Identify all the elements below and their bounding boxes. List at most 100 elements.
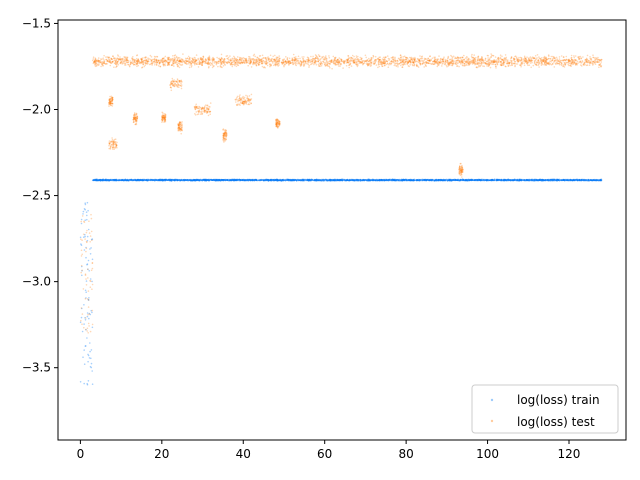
data-point — [91, 280, 93, 283]
data-point — [88, 312, 91, 315]
data-point — [169, 179, 171, 181]
data-point — [489, 179, 492, 181]
data-point — [131, 179, 134, 181]
data-point — [156, 179, 158, 181]
data-point — [469, 179, 472, 181]
data-point — [349, 179, 351, 182]
data-point — [189, 179, 192, 182]
data-point — [416, 179, 418, 182]
data-point — [229, 179, 232, 181]
data-point — [250, 66, 253, 68]
data-point — [137, 179, 140, 182]
data-point — [401, 179, 404, 182]
data-point — [334, 179, 336, 181]
data-point — [555, 179, 558, 181]
data-point — [178, 179, 181, 181]
data-point — [85, 231, 88, 234]
data-point — [118, 179, 120, 182]
data-point — [311, 179, 313, 181]
data-point — [437, 179, 440, 181]
data-point — [468, 179, 471, 182]
data-point — [85, 345, 87, 347]
data-point — [91, 326, 94, 329]
data-point — [319, 179, 321, 181]
data-point — [86, 327, 89, 330]
data-point — [144, 179, 147, 182]
data-point — [95, 179, 97, 181]
data-point — [150, 178, 152, 181]
data-point — [250, 179, 252, 181]
data-point — [226, 179, 229, 181]
data-point — [184, 179, 187, 181]
data-point — [486, 179, 489, 181]
data-point — [380, 179, 382, 181]
data-point — [196, 178, 198, 181]
series-train — [79, 178, 603, 386]
data-point — [480, 179, 482, 182]
data-point — [303, 179, 305, 182]
data-point — [596, 179, 599, 181]
data-point — [85, 291, 87, 294]
data-point — [142, 179, 145, 181]
data-point — [196, 179, 198, 182]
data-point — [494, 179, 496, 182]
data-point — [208, 179, 210, 182]
data-point — [255, 178, 258, 181]
data-point — [86, 298, 89, 300]
data-point — [231, 179, 234, 182]
data-point — [302, 178, 305, 181]
data-point — [593, 178, 595, 181]
data-point — [441, 65, 443, 67]
data-point — [82, 288, 85, 290]
data-point — [335, 179, 338, 182]
data-point — [84, 219, 86, 221]
data-point — [109, 179, 112, 182]
data-point — [200, 179, 203, 182]
data-point — [402, 179, 405, 181]
data-point — [410, 179, 412, 181]
data-point — [393, 179, 396, 181]
data-point — [412, 179, 415, 182]
data-point — [86, 312, 89, 314]
data-point — [318, 179, 320, 182]
data-point — [437, 179, 440, 182]
data-point — [293, 179, 296, 181]
data-point — [192, 179, 195, 181]
data-point — [86, 330, 88, 332]
data-point — [211, 179, 214, 181]
data-point — [184, 179, 186, 181]
data-point — [135, 179, 138, 182]
data-point — [214, 179, 217, 182]
plot-area — [79, 53, 603, 386]
data-point — [378, 178, 380, 181]
data-point — [149, 179, 151, 181]
data-point — [557, 179, 560, 181]
data-point — [175, 56, 178, 59]
data-point — [144, 179, 146, 182]
data-point — [336, 179, 338, 181]
data-point — [533, 180, 536, 182]
data-point — [232, 178, 234, 181]
data-point — [207, 179, 209, 181]
data-point — [229, 179, 231, 182]
data-point — [139, 179, 142, 181]
data-point — [94, 178, 97, 181]
data-point — [448, 179, 451, 182]
data-point — [554, 178, 557, 181]
data-point — [352, 178, 355, 181]
data-point — [81, 274, 83, 277]
data-point — [429, 179, 431, 182]
data-point — [84, 203, 87, 206]
data-point — [359, 179, 361, 181]
data-point — [544, 179, 546, 181]
data-point — [190, 179, 192, 181]
data-point — [373, 179, 375, 182]
data-point — [364, 179, 366, 181]
data-point — [86, 337, 88, 339]
data-point — [87, 259, 90, 262]
data-point — [90, 269, 93, 272]
data-point — [115, 179, 117, 181]
data-point — [306, 56, 309, 59]
data-point — [544, 179, 547, 182]
data-point — [173, 65, 175, 67]
